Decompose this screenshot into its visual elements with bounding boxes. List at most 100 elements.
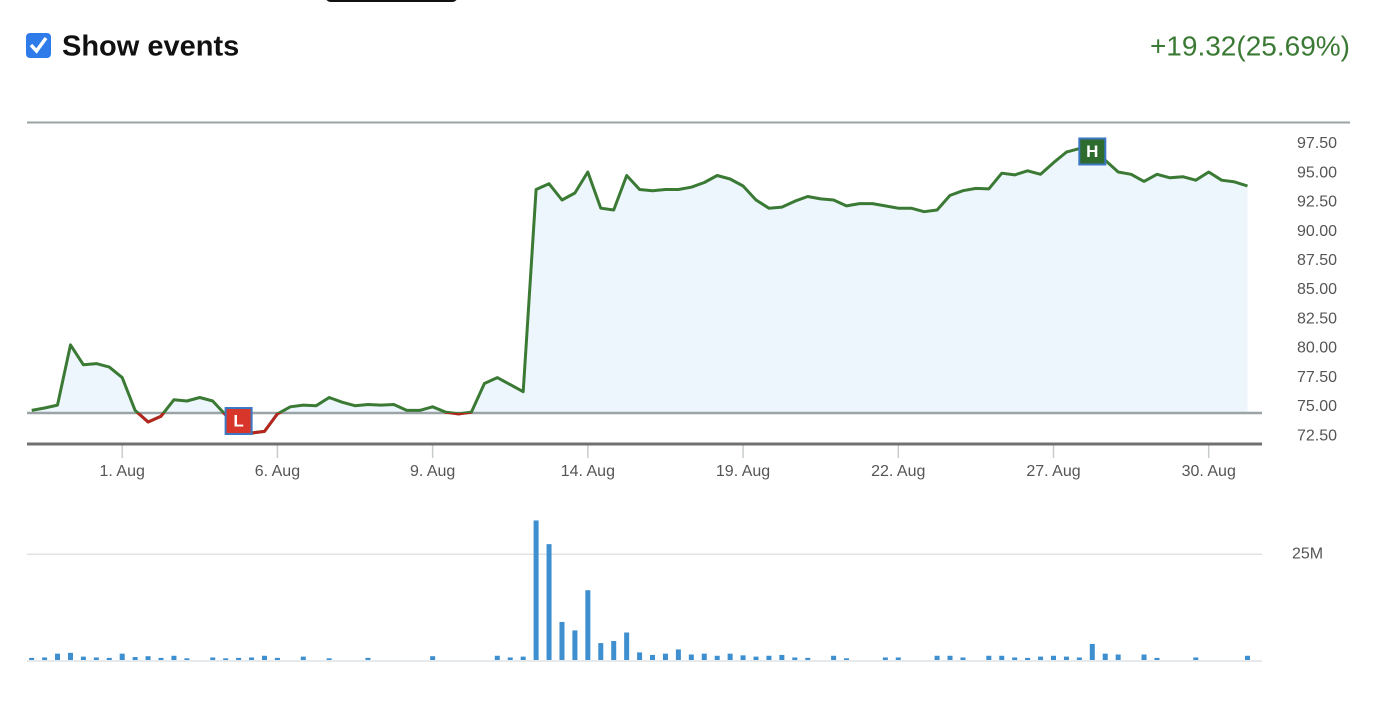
volume-bar xyxy=(844,658,850,660)
volume-bar xyxy=(520,656,526,660)
volume-bar xyxy=(119,653,125,660)
volume-bar xyxy=(42,657,48,660)
volume-bar xyxy=(1025,657,1031,660)
low-marker xyxy=(224,407,253,436)
volume-bar xyxy=(960,657,966,660)
y-tick-label: 72.50 xyxy=(1297,427,1337,444)
price-area xyxy=(31,147,1248,414)
volume-bar xyxy=(559,621,565,660)
volume-bar xyxy=(67,652,73,660)
y-tick-label: 82.50 xyxy=(1297,310,1337,327)
volume-bar xyxy=(533,520,539,660)
volume-bar xyxy=(572,630,578,660)
volume-bar xyxy=(29,657,35,660)
x-tick-label: 6. Aug xyxy=(255,463,300,480)
volume-bar xyxy=(662,653,668,660)
high-marker-label: H xyxy=(1086,142,1098,161)
volume-bar xyxy=(637,652,643,660)
volume-bar xyxy=(430,656,436,660)
volume-bar xyxy=(93,657,99,660)
volume-bar xyxy=(106,657,112,660)
checkbox-label[interactable]: Show events xyxy=(62,31,239,63)
x-tick-label: 14. Aug xyxy=(561,463,615,480)
volume-bar xyxy=(624,632,630,660)
volume-bar xyxy=(701,653,707,660)
volume-bar xyxy=(805,657,811,660)
volume-bar xyxy=(507,657,513,660)
volume-bar xyxy=(365,657,371,660)
y-tick-label: 77.50 xyxy=(1297,369,1337,386)
volume-bar xyxy=(999,655,1005,660)
volume-bar xyxy=(1102,653,1108,660)
volume-bar xyxy=(223,658,229,660)
x-tick-label: 9. Aug xyxy=(410,463,455,480)
volume-bar xyxy=(55,653,61,660)
volume-bar xyxy=(546,544,552,660)
y-tick-label: 25M xyxy=(1292,546,1323,563)
x-tick-label: 22. Aug xyxy=(871,463,925,480)
volume-bar xyxy=(145,656,151,660)
low-marker-label: L xyxy=(233,412,243,431)
y-tick-label: 87.50 xyxy=(1297,252,1337,269)
volume-bar xyxy=(1245,655,1251,660)
volume-bar xyxy=(184,658,190,660)
volume-bar xyxy=(882,657,888,660)
volume-bar xyxy=(261,655,267,660)
volume-bar xyxy=(274,657,280,660)
y-tick-label: 92.50 xyxy=(1297,194,1337,211)
volume-bar xyxy=(986,655,992,660)
volume-bar xyxy=(236,657,242,660)
volume-bar xyxy=(766,655,772,660)
checkmark xyxy=(29,36,48,54)
y-tick-label: 90.00 xyxy=(1297,223,1337,240)
volume-bar xyxy=(1050,655,1056,660)
volume-bar xyxy=(1141,654,1147,660)
x-tick-label: 1. Aug xyxy=(100,463,145,480)
volume-bar xyxy=(895,657,901,660)
volume-bar xyxy=(675,649,681,660)
volume-bar xyxy=(326,658,332,660)
volume-bar xyxy=(740,655,746,660)
volume-bar xyxy=(210,657,216,660)
volume-bar xyxy=(1076,657,1082,660)
volume-bar xyxy=(80,656,86,660)
volume-bar xyxy=(1154,657,1160,660)
volume-bar xyxy=(249,657,255,660)
y-tick-label: 75.00 xyxy=(1297,398,1337,415)
volume-bar xyxy=(1063,656,1069,660)
y-tick-label: 85.00 xyxy=(1297,281,1337,298)
x-tick-label: 30. Aug xyxy=(1182,463,1236,480)
volume-bar xyxy=(585,590,591,660)
volume-bar xyxy=(1012,657,1018,660)
y-tick-label: 97.50 xyxy=(1297,135,1337,152)
volume-bar xyxy=(611,640,617,660)
volume-bar xyxy=(688,654,694,660)
y-tick-label: 80.00 xyxy=(1297,340,1337,357)
volume-bar xyxy=(300,656,306,660)
volume-bar xyxy=(158,657,164,660)
high-marker xyxy=(1078,137,1107,166)
volume-bar xyxy=(650,654,656,660)
volume-bar xyxy=(132,657,138,660)
volume-bar xyxy=(171,655,177,660)
volume-bar xyxy=(753,656,759,660)
volume-bar xyxy=(947,655,953,660)
volume-bar xyxy=(1193,657,1199,660)
volume-bar xyxy=(1115,654,1121,660)
y-tick-label: 95.00 xyxy=(1297,164,1337,181)
volume-bar xyxy=(779,654,785,660)
volume-bar xyxy=(714,655,720,660)
volume-bar xyxy=(727,653,733,660)
x-tick-label: 27. Aug xyxy=(1026,463,1080,480)
volume-bar xyxy=(934,655,940,660)
tab-edge xyxy=(326,0,457,2)
volume-bar xyxy=(494,655,500,660)
x-tick-label: 19. Aug xyxy=(716,463,770,480)
volume-bar xyxy=(1089,643,1095,660)
price-change: +19.32(25.69%) xyxy=(1150,30,1350,61)
volume-bar xyxy=(598,643,604,660)
volume-bar xyxy=(792,657,798,660)
volume-bar xyxy=(1038,656,1044,660)
volume-bar xyxy=(831,655,837,660)
